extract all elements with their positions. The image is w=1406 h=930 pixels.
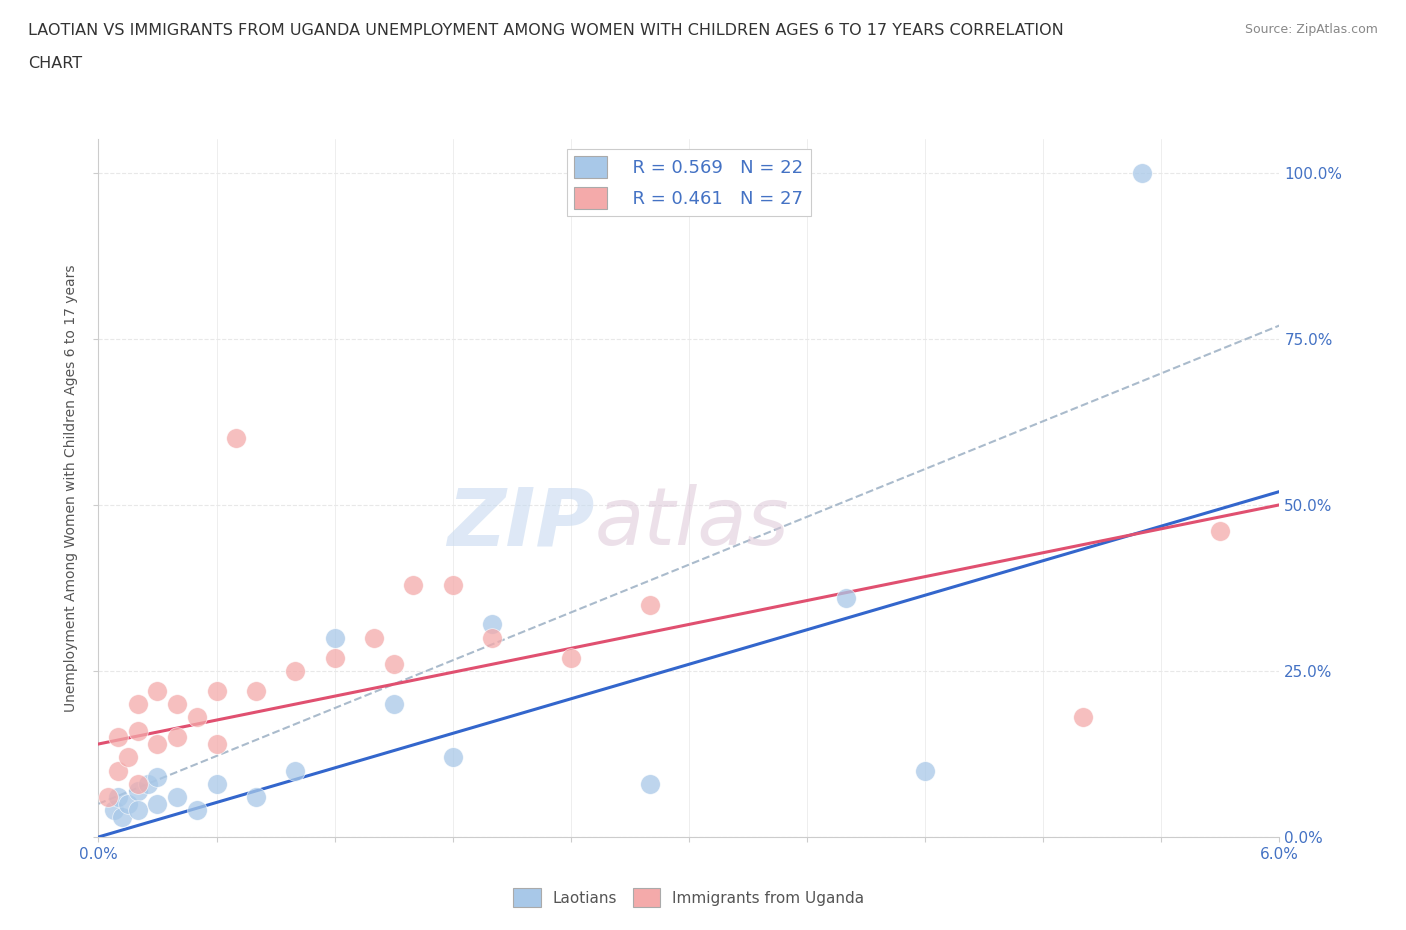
Point [205,777,228,791]
Legend: Laotians, Immigrants from Uganda: Laotians, Immigrants from Uganda [508,883,870,913]
Point [481,631,503,645]
Point [560,650,582,665]
Point [1130,166,1153,180]
Point [107,730,129,745]
Point [245,790,267,804]
Point [127,803,149,817]
Point [1071,710,1094,724]
Point [117,750,139,764]
Point [136,777,159,791]
Point [127,777,149,791]
Point [166,790,188,804]
Point [186,710,208,724]
Point [363,631,385,645]
Point [103,803,125,817]
Point [166,730,188,745]
Point [382,697,405,711]
Point [97,790,120,804]
Point [284,764,307,778]
Point [127,697,149,711]
Point [127,724,149,738]
Point [323,650,346,665]
Point [441,578,464,592]
Point [481,617,503,631]
Text: LAOTIAN VS IMMIGRANTS FROM UGANDA UNEMPLOYMENT AMONG WOMEN WITH CHILDREN AGES 6 : LAOTIAN VS IMMIGRANTS FROM UGANDA UNEMPL… [28,23,1064,38]
Point [146,770,169,785]
Text: atlas: atlas [595,485,789,562]
Point [107,764,129,778]
Point [638,597,661,612]
Point [107,790,129,804]
Point [111,810,134,825]
Point [225,431,247,445]
Point [245,684,267,698]
Text: ZIP: ZIP [447,485,595,562]
Point [835,591,858,605]
Point [1209,524,1232,538]
Point [146,684,169,698]
Text: CHART: CHART [28,56,82,71]
Point [402,578,425,592]
Point [382,657,405,671]
Text: Source: ZipAtlas.com: Source: ZipAtlas.com [1244,23,1378,36]
Point [166,697,188,711]
Point [205,737,228,751]
Y-axis label: Unemployment Among Women with Children Ages 6 to 17 years: Unemployment Among Women with Children A… [63,264,77,712]
Point [323,631,346,645]
Point [127,783,149,798]
Point [638,777,661,791]
Point [146,796,169,811]
Point [205,684,228,698]
Point [284,663,307,678]
Point [117,796,139,811]
Point [146,737,169,751]
Point [186,803,208,817]
Point [914,764,936,778]
Point [441,750,464,764]
